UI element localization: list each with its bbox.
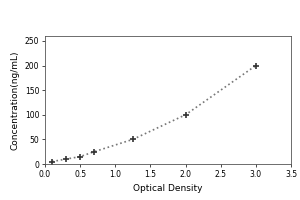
Y-axis label: Concentration(ng/mL): Concentration(ng/mL) bbox=[11, 50, 20, 150]
X-axis label: Optical Density: Optical Density bbox=[133, 184, 203, 193]
